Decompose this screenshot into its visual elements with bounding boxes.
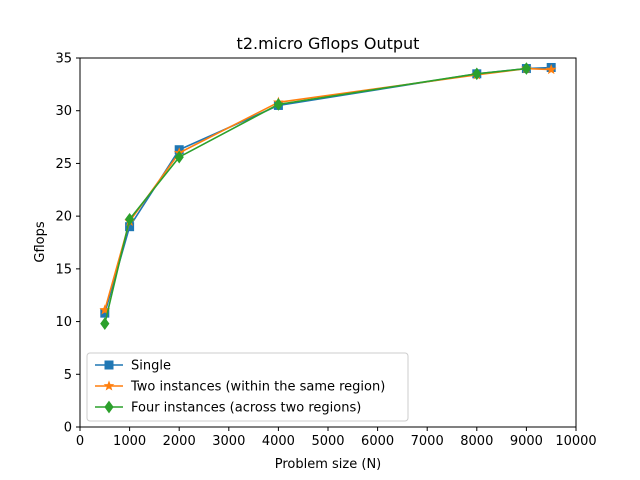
data-point <box>124 212 135 226</box>
y-tick-label: 35 <box>55 52 72 67</box>
x-tick-label: 6000 <box>361 434 394 449</box>
legend-item-3: Four instances (across two regions) <box>95 401 361 416</box>
x-tick-label: 9000 <box>510 434 543 449</box>
x-axis-label: Problem size (N) <box>275 457 382 472</box>
data-point <box>100 317 110 331</box>
legend: Single Two instances (within the same reg… <box>86 352 409 422</box>
legend-label: Two instances (within the same region) <box>130 380 385 395</box>
legend-box <box>86 352 409 422</box>
x-tick-label: 1000 <box>113 434 146 449</box>
x-tick-label: 8000 <box>460 434 493 449</box>
series-line <box>104 67 527 324</box>
y-tick-label: 25 <box>55 157 72 172</box>
legend-item-2: Two instances (within the same region) <box>95 380 385 395</box>
y-axis-label: Gflops <box>33 221 48 262</box>
data-point <box>545 63 557 75</box>
x-tick-label: 0 <box>76 434 84 449</box>
x-tick-label: 3000 <box>212 434 245 449</box>
legend-marker <box>104 360 114 370</box>
axes: 0 1000 2000 3000 4000 5000 6000 7000 8000 9000 100… <box>55 52 596 450</box>
legend-marker <box>103 380 115 391</box>
chart-title: t2.micro Gflops Output <box>237 34 420 53</box>
data-point <box>174 150 184 164</box>
legend-item-1: Single <box>95 359 171 374</box>
x-tick-label: 2000 <box>163 434 196 449</box>
legend-label: Single <box>131 359 171 374</box>
y-tick-label: 5 <box>64 368 72 383</box>
y-tick-label: 0 <box>64 421 72 436</box>
data-point <box>472 67 482 81</box>
series-3 <box>100 62 532 331</box>
y-tick-label: 15 <box>55 262 72 277</box>
x-tick-label: 4000 <box>262 434 295 449</box>
x-tick-label: 5000 <box>311 434 344 449</box>
legend-label: Four instances (across two regions) <box>131 401 361 416</box>
data-point <box>521 62 532 75</box>
y-tick-label: 30 <box>55 104 72 119</box>
legend-marker <box>104 400 114 414</box>
y-tick-label: 10 <box>55 315 72 330</box>
x-tick-label: 7000 <box>411 434 444 449</box>
data-point <box>273 98 284 111</box>
y-tick-label: 20 <box>55 210 72 225</box>
plot-area <box>99 62 557 331</box>
x-tick-label: 10000 <box>555 434 596 449</box>
